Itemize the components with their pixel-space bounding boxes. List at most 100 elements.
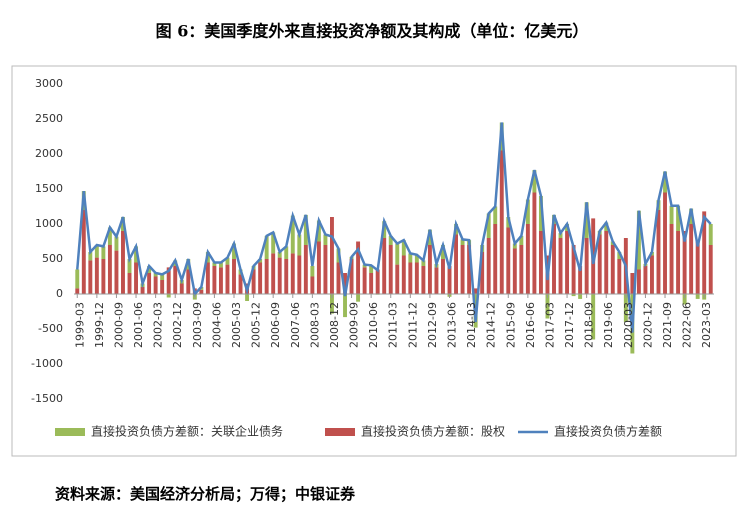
bar [343, 294, 347, 318]
bar [506, 227, 511, 294]
y-tick-label: 2000 [35, 147, 63, 160]
bar [232, 243, 236, 259]
bar [617, 252, 622, 259]
bar [604, 231, 609, 294]
bar [610, 245, 615, 294]
bar [212, 262, 217, 266]
x-tick-label: 2002-12 [171, 302, 184, 348]
bar [669, 224, 674, 294]
bar [571, 245, 576, 294]
x-tick-label: 2019-06 [602, 302, 615, 348]
bar [421, 260, 426, 266]
bar [388, 235, 393, 245]
bar [284, 246, 289, 259]
bar [349, 259, 354, 294]
legend-swatch [55, 428, 85, 436]
bar [538, 231, 543, 294]
bar [290, 253, 295, 294]
x-tick-label: 2008-03 [308, 302, 321, 348]
bar [525, 224, 530, 294]
bar [153, 273, 158, 277]
bar [258, 262, 263, 294]
legend-label: 直接投资负债方差额 [554, 424, 662, 439]
bar [519, 245, 524, 294]
bar [643, 266, 648, 294]
bar [597, 234, 602, 294]
bar [623, 294, 628, 322]
y-tick-label: 3000 [35, 77, 63, 90]
bar [303, 214, 308, 245]
bar [591, 294, 596, 340]
bar [245, 294, 250, 301]
bar [689, 208, 694, 224]
bar [538, 196, 543, 231]
bar [630, 273, 635, 294]
source-note: 资料来源：美国经济分析局；万得；中银证券 [55, 485, 356, 503]
bar [584, 202, 589, 238]
bar [140, 287, 145, 294]
bar [330, 294, 334, 314]
x-tick-label: 2009-09 [348, 302, 361, 348]
y-tick-label: 1500 [35, 182, 63, 195]
bar [486, 213, 491, 238]
y-tick-label: 0 [56, 287, 63, 300]
bar [545, 294, 550, 319]
x-tick-label: 2002-03 [152, 302, 165, 348]
bar [473, 288, 478, 294]
bar [427, 229, 432, 245]
bar [480, 252, 485, 294]
bar [408, 253, 413, 263]
bar [578, 294, 583, 299]
bar [166, 267, 171, 294]
bar [427, 245, 432, 294]
legend-swatch [325, 428, 355, 436]
bar [75, 288, 80, 294]
bar [316, 241, 321, 294]
bar [525, 199, 530, 224]
x-tick-label: 2004-06 [210, 302, 223, 348]
chart-title: 图 6：美国季度外来直接投资净额及其构成（单位：亿美元） [156, 22, 589, 41]
bar [565, 231, 570, 294]
bar [401, 255, 406, 294]
bar [271, 232, 276, 254]
bar [506, 217, 511, 228]
x-tick-label: 2022-06 [681, 302, 694, 348]
x-tick-label: 2008-12 [328, 302, 341, 348]
bar [88, 252, 93, 261]
y-tick-label: 1000 [35, 217, 63, 230]
bar [708, 224, 713, 245]
line [76, 122, 712, 333]
x-tick-label: 2012-09 [426, 302, 439, 348]
bar [277, 257, 282, 294]
bar [441, 245, 445, 259]
bar [75, 269, 80, 289]
bar [421, 266, 426, 294]
bar [578, 266, 583, 294]
bar [571, 294, 576, 297]
bar [114, 250, 119, 294]
x-tick-label: 2005-12 [250, 302, 263, 348]
x-tick-label: 2014-03 [465, 302, 478, 348]
y-tick-label: -1000 [31, 357, 63, 370]
bar [604, 222, 609, 231]
x-tick-label: 2020-12 [641, 302, 654, 348]
bar [695, 294, 700, 299]
y-tick-label: -1500 [31, 392, 63, 405]
bar [656, 210, 661, 294]
bar [434, 267, 439, 294]
bar [532, 192, 537, 294]
x-tick-label: 2023-03 [700, 302, 713, 348]
bar [290, 215, 295, 254]
bar [101, 259, 106, 294]
bar [88, 260, 93, 294]
bar [447, 266, 452, 294]
x-tick-label: 2007-06 [289, 302, 302, 348]
bar [218, 262, 223, 268]
x-tick-label: 2016-06 [524, 302, 537, 348]
bar [382, 238, 387, 294]
bar [375, 269, 380, 294]
bar [558, 238, 563, 294]
bar [264, 235, 269, 259]
x-tick-label: 2018-09 [583, 302, 596, 348]
